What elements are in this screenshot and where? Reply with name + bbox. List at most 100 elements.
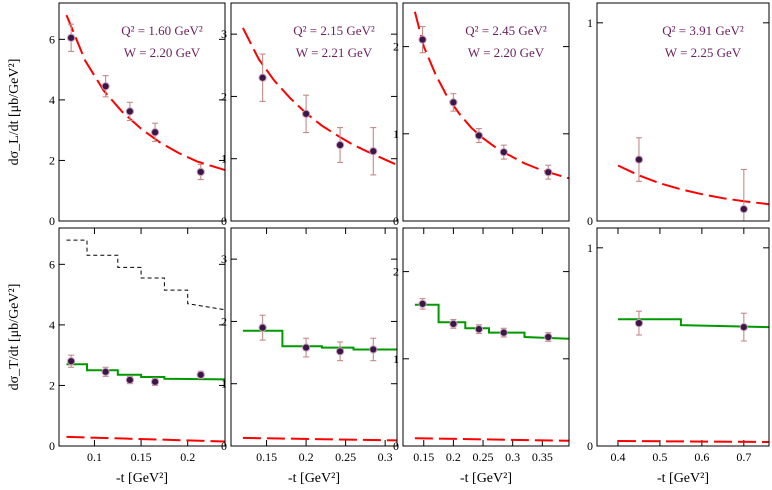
y-tick-label: 2 [221, 89, 227, 103]
model-curve [414, 437, 569, 442]
y-tick-label: 2 [393, 40, 399, 54]
q2-label: Q² = 3.91 GeV² [662, 23, 744, 38]
data-point [474, 325, 483, 334]
panel-frame [596, 2, 770, 222]
data-point [449, 319, 458, 329]
panel-L3: 0 1 2 Q² = 2.45 GeV² W = 2.20 GeV [393, 2, 570, 228]
y-tick-label: 1 [587, 241, 593, 255]
x-tick-label: 0.3 [505, 450, 520, 464]
model-curve [617, 440, 769, 443]
data-point [369, 345, 378, 354]
data-point [196, 167, 205, 177]
data-point [101, 82, 110, 91]
y-tick-label: 1 [221, 152, 227, 166]
step-curve [242, 329, 397, 351]
data-point [544, 332, 553, 342]
data-point [418, 299, 427, 308]
x-axis-label-4: -t [GeV²] [657, 471, 709, 486]
panel-frame [58, 227, 226, 447]
panel-frame [230, 227, 398, 447]
y-tick-label: 0 [393, 439, 399, 453]
x-tick-label: 0.6 [694, 450, 709, 464]
x-tick-label: 0.15 [131, 450, 152, 464]
model-curve [242, 27, 397, 166]
panel-L2: 0 1 2 3 Q² = 2.15 GeV² W = 2.21 GeV [221, 2, 398, 228]
y-tick-label: 0 [393, 214, 399, 228]
x-tick-label: 0.35 [532, 450, 553, 464]
y-tick-label: 3 [221, 27, 227, 41]
y-tick-label: 2 [393, 265, 399, 279]
panel-L4: 0 1 Q² = 3.91 GeV² W = 2.25 GeV [587, 2, 770, 228]
y-tick-label: 0 [587, 214, 593, 228]
x-tick-label: 0.25 [473, 450, 494, 464]
x-tick-label: 0.25 [335, 450, 356, 464]
data-point [544, 168, 553, 177]
y-tick-label: 1 [221, 377, 227, 391]
w-label: W = 2.25 GeV [665, 45, 742, 60]
data-point [150, 377, 160, 386]
q2-label: Q² = 2.15 GeV² [293, 23, 375, 38]
x-tick-label: 0.15 [413, 450, 434, 464]
panel-T1: 0 2 4 6 0.1 0.15 0.2 [49, 227, 226, 464]
y-tick-label: 0 [49, 214, 55, 228]
y-axis-label-L: dσ_L/dt [μb/GeV²] [7, 59, 22, 166]
y-tick-label: 6 [49, 257, 55, 271]
data-point [499, 328, 508, 337]
x-axis-label-2: -t [GeV²] [288, 471, 340, 486]
x-tick-label: 0.2 [180, 450, 195, 464]
w-label: W = 2.20 GeV [468, 45, 545, 60]
panel-frame [58, 2, 226, 222]
data-point [418, 35, 427, 44]
y-tick-label: 0 [221, 214, 227, 228]
data-point [499, 148, 508, 157]
q2-label: Q² = 1.60 GeV² [121, 23, 203, 38]
model-curve [66, 435, 225, 443]
y-tick-label: 4 [49, 93, 55, 107]
data-point [125, 375, 134, 385]
data-point [335, 347, 345, 356]
model-curve [65, 14, 225, 172]
data-point [67, 33, 76, 42]
data-point [101, 367, 110, 376]
data-point [449, 98, 458, 107]
data-point [739, 205, 748, 214]
step-curve [66, 363, 225, 381]
y-tick-label: 1 [587, 16, 593, 30]
y-tick-label: 1 [393, 352, 399, 366]
x-axis-label-3: -t [GeV²] [460, 471, 512, 486]
y-tick-label: 1 [393, 127, 399, 141]
panel-T4: 0 1 0.4 0.5 0.6 0.7 [587, 227, 770, 464]
x-tick-label: 0.2 [299, 450, 314, 464]
panel-frame [596, 227, 770, 447]
q2-label: Q² = 2.45 GeV² [465, 23, 547, 38]
step-curve [66, 239, 225, 311]
x-tick-label: 0.7 [736, 450, 751, 464]
x-tick-label: 0.15 [256, 450, 277, 464]
panel-T2: 0 1 2 3 0.15 0.2 0.25 0.3 [221, 227, 398, 464]
step-curve [414, 303, 569, 340]
data-point [369, 147, 378, 156]
data-point [634, 319, 644, 328]
y-tick-label: 0 [587, 439, 593, 453]
y-tick-label: 4 [49, 318, 55, 332]
y-tick-label: 2 [221, 314, 227, 328]
step-curve [618, 318, 769, 329]
data-point [258, 323, 267, 332]
data-point [196, 370, 205, 379]
panel-L1: 0 2 4 6 Q² = 1.60 GeV² W = 2.20 GeV [49, 2, 226, 228]
data-point [301, 109, 311, 118]
x-tick-label: 0.2 [446, 450, 461, 464]
data-point [125, 107, 134, 116]
w-label: W = 2.21 GeV [296, 45, 373, 60]
data-point [150, 128, 160, 137]
y-tick-label: 2 [49, 153, 55, 167]
data-point [474, 131, 483, 140]
model-curve [413, 11, 569, 180]
panel-frame [402, 2, 570, 222]
data-point [634, 155, 644, 164]
model-curve [617, 164, 769, 206]
data-point [67, 357, 76, 366]
x-tick-label: 0.5 [652, 450, 667, 464]
data-point [739, 322, 748, 332]
data-point [301, 343, 311, 352]
